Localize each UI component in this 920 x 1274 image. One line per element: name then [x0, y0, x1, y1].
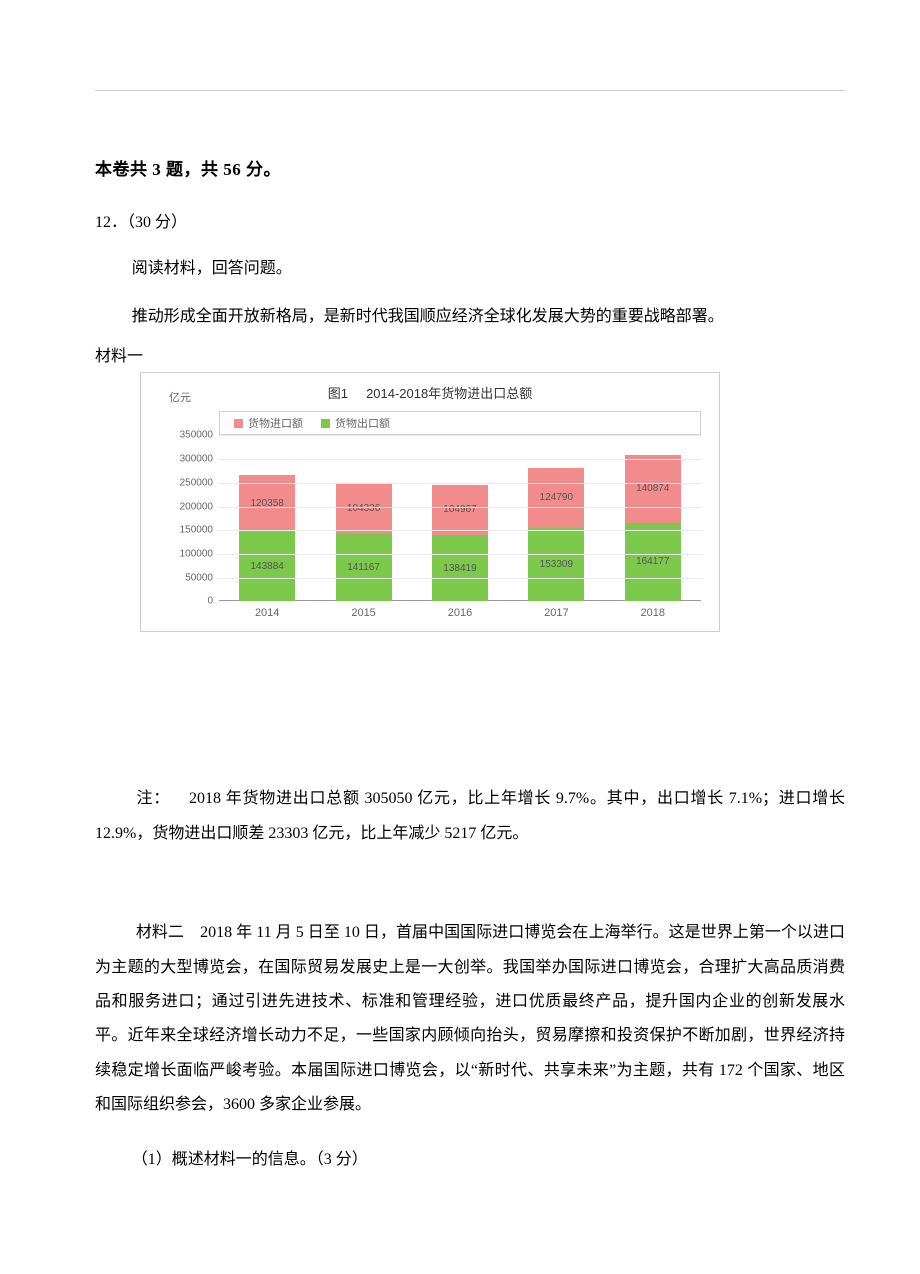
note-label: 注：: [137, 790, 171, 807]
chart-title: 图1 2014-2018年货物进出口总额: [141, 383, 719, 402]
material-2-block: 材料二 2018 年 11 月 5 日至 10 日，首届中国国际进口博览会在上海…: [95, 916, 845, 1122]
material-2-text: 2018 年 11 月 5 日至 10 日，首届中国国际进口博览会在上海举行。这…: [95, 924, 845, 1113]
y-axis-label: 200000: [180, 501, 219, 512]
bar-column: 1247901533092017: [528, 468, 584, 601]
bar-segment-import: 104336: [336, 484, 392, 534]
section-header: 本卷共 3 题，共 56 分。: [95, 155, 845, 180]
y-axis-label: 100000: [180, 548, 219, 559]
y-axis-label: 150000: [180, 525, 219, 536]
grid-line: [219, 483, 701, 484]
x-axis-label: 2016: [448, 601, 472, 619]
chart-title-text: 2014-2018年货物进出口总额: [366, 386, 532, 401]
y-axis-label: 300000: [180, 454, 219, 465]
bar-column: 1043361411672015: [336, 484, 392, 602]
top-horizontal-rule: [95, 90, 845, 91]
grid-line: [219, 507, 701, 508]
grid-line: [219, 459, 701, 460]
legend-swatch-import: [234, 419, 243, 428]
y-axis-label: 350000: [180, 430, 219, 441]
y-axis-label: 0: [207, 596, 219, 607]
grid-line: [219, 530, 701, 531]
bar-segment-export: 153309: [528, 528, 584, 602]
x-axis-label: 2017: [544, 601, 568, 619]
stacked-bar-chart: 图1 2014-2018年货物进出口总额 亿元 货物进口额 货物出口额 1203…: [140, 372, 720, 632]
grid-line: [219, 578, 701, 579]
legend-label-export: 货物出口额: [335, 415, 390, 431]
y-axis-label: 250000: [180, 477, 219, 488]
bar-segment-import: 124790: [528, 468, 584, 528]
question-prompt: 阅读材料，回答问题。: [95, 254, 845, 278]
legend-item-export: 货物出口额: [321, 415, 390, 431]
x-axis-label: 2015: [351, 601, 375, 619]
bar-segment-import: 104967: [432, 485, 488, 535]
bar-segment-export: 143884: [239, 532, 295, 601]
note-text: 2018 年货物进出口总额 305050 亿元，比上年增长 9.7%。其中，出口…: [95, 790, 845, 841]
bar-segment-export: 141167: [336, 534, 392, 602]
y-axis-label: 50000: [185, 572, 219, 583]
chart-title-prefix: 图1: [328, 386, 348, 401]
chart-note: 注： 2018 年货物进出口总额 305050 亿元，比上年增长 9.7%。其中…: [95, 782, 845, 851]
chart-container: 图1 2014-2018年货物进出口总额 亿元 货物进口额 货物出口额 1203…: [140, 372, 720, 632]
bar-column: 1049671384192016: [432, 485, 488, 602]
chart-plot-area: 1203581438842014 1043361411672015 10496713…: [219, 435, 701, 601]
legend-swatch-export: [321, 419, 330, 428]
chart-legend: 货物进口额 货物出口额: [219, 411, 701, 435]
subquestion-1: （1）概述材料一的信息。（3 分）: [95, 1145, 845, 1169]
legend-item-import: 货物进口额: [234, 415, 303, 431]
x-axis-label: 2014: [255, 601, 279, 619]
bar-column: 1203581438842014: [239, 475, 295, 602]
material-2-label: 材料二: [136, 924, 184, 941]
bar-segment-export: 138419: [432, 535, 488, 601]
grid-line: [219, 435, 701, 436]
grid-line: [219, 554, 701, 555]
bar-segment-export: 164177: [625, 523, 681, 602]
y-axis-unit: 亿元: [169, 389, 191, 405]
x-axis-label: 2018: [641, 601, 665, 619]
bar-segment-import: 140874: [625, 455, 681, 523]
bar-column: 1408741641772018: [625, 455, 681, 601]
legend-label-import: 货物进口额: [248, 415, 303, 431]
material-1-label: 材料一: [95, 342, 845, 366]
question-number: 12．（30 分）: [95, 208, 845, 232]
bars-group: 1203581438842014 1043361411672015 10496713…: [219, 435, 701, 601]
question-intro: 推动形成全面开放新格局，是新时代我国顺应经济全球化发展大势的重要战略部署。: [95, 300, 845, 334]
document-page: 本卷共 3 题，共 56 分。 12．（30 分） 阅读材料，回答问题。 推动形…: [0, 0, 920, 1199]
